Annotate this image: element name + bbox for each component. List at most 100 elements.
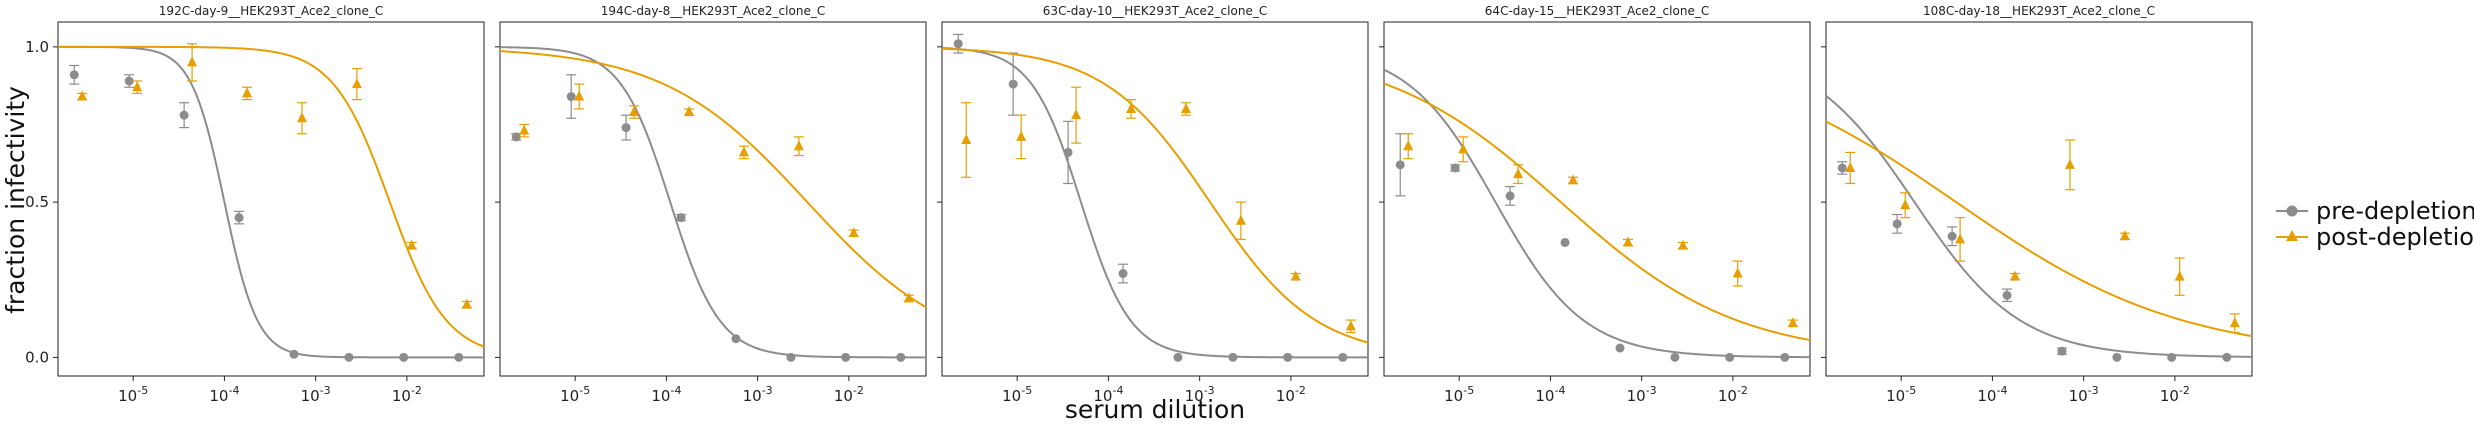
- post-depletion-point: [1235, 214, 1246, 225]
- post-depletion-fit-curve: [1825, 120, 2253, 338]
- pre-depletion-point: [841, 352, 851, 362]
- post-depletion-point: [1622, 236, 1633, 247]
- panel-frame: [499, 21, 927, 377]
- panel-title: 63C-day-10__HEK293T_Ace2_clone_C: [1043, 4, 1267, 18]
- panel-5: 108C-day-18__HEK293T_Ace2_clone_C 10-5 10-…: [1821, 4, 2253, 405]
- x-tick-label: 10-4: [1977, 384, 2007, 405]
- pre-depletion-point: [1338, 352, 1348, 362]
- post-depletion-point: [187, 56, 198, 67]
- pre-depletion-point: [2002, 290, 2012, 300]
- pre-depletion-point: [344, 352, 354, 362]
- panel-title: 194C-day-8__HEK293T_Ace2_clone_C: [601, 4, 825, 18]
- pre-depletion-point: [234, 213, 244, 223]
- post-depletion-point: [684, 106, 695, 117]
- pre-depletion-point: [896, 352, 906, 362]
- panel-frame: [57, 21, 485, 377]
- post-depletion-point: [77, 90, 88, 101]
- y-tick-label: 0.0: [25, 348, 49, 366]
- x-axis-label: serum dilution: [1065, 395, 1245, 424]
- pre-depletion-point: [399, 352, 409, 362]
- pre-depletion-fit-curve: [1383, 68, 1811, 359]
- pre-depletion-point: [566, 92, 576, 102]
- post-depletion-point: [2174, 270, 2185, 281]
- legend-post-depletion-label: post-depletion: [2316, 223, 2474, 251]
- legend-post-depletion-marker: [2286, 230, 2298, 241]
- pre-depletion-point: [1283, 352, 1293, 362]
- post-depletion-point: [629, 106, 640, 117]
- y-tick-label: 0.5: [25, 193, 49, 211]
- post-depletion-point: [1458, 143, 1469, 154]
- pre-depletion-point: [2112, 352, 2122, 362]
- pre-depletion-point: [1505, 191, 1515, 201]
- pre-depletion-point: [1173, 352, 1183, 362]
- pre-depletion-point: [69, 70, 79, 80]
- post-depletion-point: [1513, 168, 1524, 179]
- x-tick-label: 10-2: [1276, 384, 1306, 405]
- x-tick-label: 10-3: [301, 384, 331, 405]
- post-depletion-point: [793, 140, 804, 151]
- panel-frame: [1825, 21, 2253, 377]
- x-tick-label: 10-4: [651, 384, 681, 405]
- pre-depletion-point: [1947, 231, 1957, 241]
- post-depletion-fit-curve: [941, 47, 1369, 344]
- pre-depletion-point: [511, 132, 521, 142]
- x-tick-label: 10-4: [209, 384, 239, 405]
- pre-depletion-point: [731, 334, 741, 344]
- pre-depletion-point: [786, 352, 796, 362]
- post-depletion-point: [738, 146, 749, 157]
- pre-depletion-point: [1615, 343, 1625, 353]
- pre-depletion-point: [953, 39, 963, 49]
- pre-depletion-point: [1450, 163, 1460, 173]
- pre-depletion-fit-curve: [1825, 95, 2253, 358]
- panel-4: 64C-day-15__HEK293T_Ace2_clone_C 10-5 10-4…: [1379, 4, 1811, 405]
- chart-panels: 192C-day-9__HEK293T_Ace2_clone_C 0.0 0.5 1.…: [25, 4, 2253, 405]
- post-depletion-point: [519, 124, 530, 135]
- post-depletion-point: [1955, 233, 1966, 244]
- x-tick-label: 10-3: [743, 384, 773, 405]
- post-depletion-point: [903, 292, 914, 303]
- pre-depletion-point: [1560, 237, 1570, 247]
- post-depletion-point: [1568, 174, 1579, 185]
- pre-depletion-point: [1725, 352, 1735, 362]
- post-depletion-point: [848, 227, 859, 238]
- x-tick-label: 10-2: [2160, 384, 2190, 405]
- legend-pre-depletion-marker: [2286, 205, 2298, 217]
- panel-title: 64C-day-15__HEK293T_Ace2_clone_C: [1485, 4, 1709, 18]
- pre-depletion-fit-curve: [58, 45, 484, 359]
- pre-depletion-point: [676, 213, 686, 223]
- post-depletion-point: [296, 112, 307, 123]
- post-depletion-point: [1787, 317, 1798, 328]
- post-depletion-point: [1403, 140, 1414, 151]
- post-depletion-point: [2119, 230, 2130, 241]
- post-depletion-fit-curve: [499, 50, 927, 309]
- x-tick-label: 10-2: [1718, 384, 1748, 405]
- post-depletion-point: [574, 90, 585, 101]
- pre-depletion-point: [2222, 352, 2232, 362]
- post-depletion-point: [406, 239, 417, 250]
- post-depletion-point: [1677, 239, 1688, 250]
- post-depletion-point: [1180, 102, 1191, 113]
- pre-depletion-point: [1780, 352, 1790, 362]
- post-depletion-point: [1126, 102, 1137, 113]
- post-depletion-point: [2064, 158, 2075, 169]
- legend: pre-depletion post-depletion: [2276, 197, 2474, 251]
- pre-depletion-point: [621, 123, 631, 133]
- x-tick-label: 10-4: [1535, 384, 1565, 405]
- pre-depletion-point: [1228, 352, 1238, 362]
- x-tick-label: 10-3: [1627, 384, 1657, 405]
- post-depletion-point: [1845, 161, 1856, 172]
- panel-title: 108C-day-18__HEK293T_Ace2_clone_C: [1923, 4, 2155, 18]
- post-depletion-point: [1071, 109, 1082, 120]
- post-depletion-point: [242, 87, 253, 98]
- x-tick-label: 10-5: [560, 384, 590, 405]
- pre-depletion-point: [1008, 79, 1018, 89]
- pre-depletion-point: [2167, 352, 2177, 362]
- post-depletion-point: [2229, 317, 2240, 328]
- pre-depletion-fit-curve: [941, 46, 1368, 359]
- panel-3: 63C-day-10__HEK293T_Ace2_clone_C10-5 10-4…: [937, 4, 1369, 405]
- post-depletion-fit-curve: [1383, 82, 1811, 342]
- post-depletion-point: [961, 134, 972, 144]
- pre-depletion-point: [1395, 160, 1405, 170]
- legend-pre-depletion-label: pre-depletion: [2316, 197, 2474, 225]
- x-tick-label: 10-5: [118, 384, 148, 405]
